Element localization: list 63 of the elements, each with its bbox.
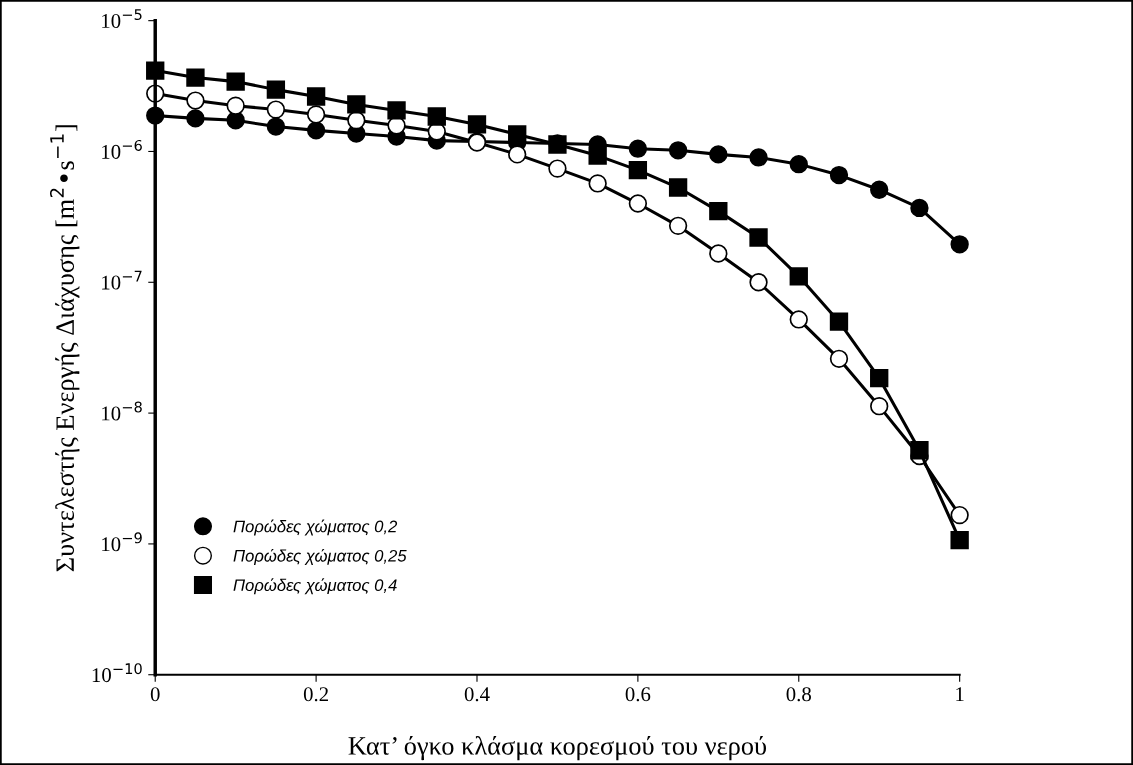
legend-label: Πορώδες χώματος 0,4 <box>233 578 397 595</box>
x-tick-label: 1 <box>956 687 964 701</box>
point <box>186 68 205 87</box>
point <box>306 87 326 106</box>
point <box>548 159 567 178</box>
point <box>306 121 326 140</box>
point <box>829 312 849 331</box>
point <box>910 441 929 460</box>
legend-label: Πορώδες χώματος 0,2 <box>233 519 398 536</box>
point <box>789 310 808 329</box>
point <box>668 141 688 160</box>
point <box>870 180 889 199</box>
point <box>950 505 969 525</box>
point <box>829 349 849 368</box>
point <box>668 216 688 236</box>
point <box>186 109 205 128</box>
x-axis-title: Κατ’ όγκο κλάσμα κορεσμού του νερού <box>348 735 767 761</box>
y-tick-label: 10$^{−8}$ <box>102 401 142 421</box>
y-tick-label: 10$^{−5}$ <box>102 9 142 28</box>
point <box>789 267 808 286</box>
x-tick-label: 0 <box>150 687 160 702</box>
y-tick-label: 10$^{−6}$ <box>102 139 142 159</box>
point <box>950 235 969 254</box>
point <box>628 139 648 158</box>
point <box>829 165 849 185</box>
y-tick-label: 10$^{−7}$ <box>102 270 142 290</box>
x-tick-label: 0.4 <box>464 687 490 702</box>
point <box>306 105 326 124</box>
point <box>749 273 768 292</box>
legend-label: Πορώδες χώματος 0,25 <box>233 548 407 565</box>
y-axis-title: Συντελεστής Ενεργής Διάχυσης [m$^{2}$•s$^{−1}$] <box>49 125 80 572</box>
point <box>266 100 286 119</box>
point <box>226 96 245 115</box>
point <box>668 178 688 197</box>
point <box>709 201 728 221</box>
point <box>467 115 487 134</box>
point <box>870 368 889 388</box>
point <box>186 91 205 110</box>
point <box>588 174 607 193</box>
point <box>870 396 889 416</box>
point <box>709 244 728 263</box>
point <box>950 530 969 550</box>
x-tick-label: 0.8 <box>786 687 811 702</box>
point <box>226 72 245 91</box>
x-tick-label: 0.2 <box>303 687 328 702</box>
point <box>709 145 728 164</box>
point <box>749 148 768 167</box>
y-tick-label: 10$^{−9}$ <box>102 532 142 552</box>
point <box>588 146 607 165</box>
point <box>387 101 406 120</box>
point <box>508 145 527 164</box>
x-tick-label: 0.6 <box>625 687 651 702</box>
point <box>508 125 527 144</box>
point <box>266 80 286 99</box>
point <box>628 194 648 213</box>
point <box>266 117 286 136</box>
point <box>427 107 446 126</box>
point <box>910 198 929 218</box>
point <box>628 160 648 180</box>
point <box>749 228 768 247</box>
point <box>789 154 808 174</box>
point <box>347 95 366 114</box>
y-tick-label: 10$^{−10}$ <box>92 663 142 683</box>
